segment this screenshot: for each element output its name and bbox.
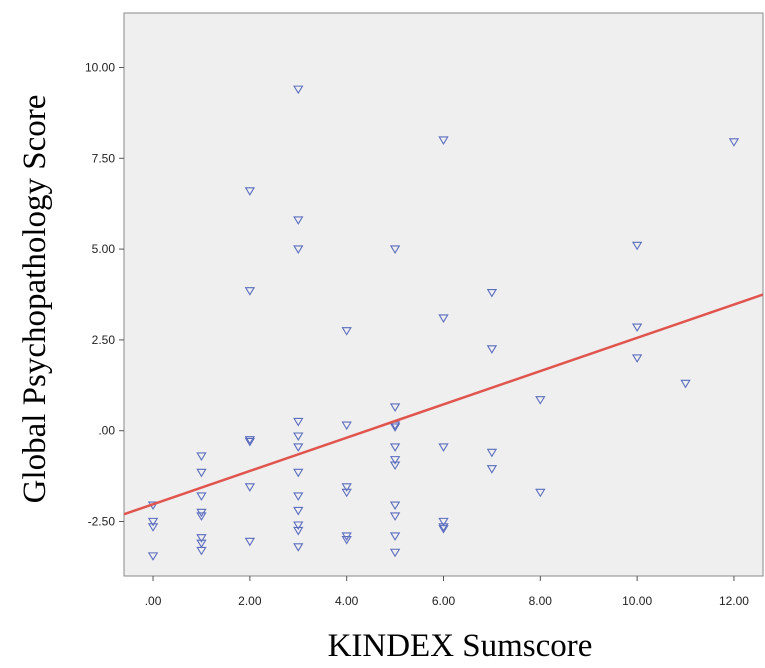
data-point — [147, 517, 159, 527]
data-point — [486, 288, 498, 298]
data-point — [389, 532, 401, 541]
data-point — [244, 187, 256, 196]
y-axis: -2.50 .00 2.50 5.00 7.50 10.00 — [85, 60, 124, 529]
data-point — [196, 546, 207, 556]
data-point — [341, 421, 352, 431]
data-point — [341, 535, 352, 545]
data-point — [293, 526, 304, 536]
data-point — [631, 354, 643, 363]
data-point — [389, 548, 401, 558]
data-point — [438, 523, 449, 532]
y-tick-label: -2.50 — [88, 515, 116, 529]
data-point — [438, 314, 449, 323]
data-point — [389, 245, 401, 254]
y-tick-label: 7.50 — [92, 151, 116, 165]
data-point — [341, 488, 352, 498]
data-point — [244, 537, 256, 547]
x-tick-label: 6.00 — [432, 594, 456, 608]
data-point — [535, 488, 546, 498]
data-point — [389, 501, 401, 511]
x-tick-label: .00 — [145, 594, 162, 608]
data-point — [293, 543, 304, 552]
data-point — [389, 443, 401, 452]
data-point — [341, 327, 352, 336]
data-point — [293, 417, 304, 427]
x-tick-label: 2.00 — [238, 594, 262, 608]
data-point — [196, 468, 207, 478]
data-point — [196, 512, 207, 521]
x-axis-title: KINDEX Sumscore — [328, 628, 593, 664]
data-point — [244, 436, 256, 445]
data-point — [293, 216, 304, 225]
x-tick-label: 8.00 — [529, 594, 553, 608]
data-point — [293, 432, 304, 441]
data-point — [535, 396, 546, 405]
data-point — [389, 423, 401, 432]
data-point — [631, 241, 643, 251]
data-point — [196, 492, 207, 501]
data-point — [438, 443, 449, 452]
data-point — [147, 523, 159, 532]
data-point — [244, 437, 256, 447]
data-point — [389, 456, 401, 465]
y-tick-label: .00 — [98, 424, 115, 438]
y-axis-title: Global Psychopathology Score — [17, 95, 53, 504]
data-point — [389, 461, 401, 471]
y-tick-label: 10.00 — [85, 60, 115, 74]
fit-line — [123, 293, 764, 516]
data-point — [196, 534, 207, 543]
data-point — [196, 452, 207, 461]
data-point — [293, 506, 304, 516]
data-point — [631, 323, 643, 333]
y-tick-label: 5.00 — [92, 242, 116, 256]
data-point — [293, 443, 304, 452]
data-point — [486, 448, 498, 458]
data-point — [196, 539, 207, 549]
x-tick-label: 4.00 — [335, 594, 359, 608]
data-point — [389, 403, 401, 412]
data-point — [438, 517, 449, 527]
data-point — [341, 483, 352, 492]
data-point — [438, 136, 449, 145]
plot-area — [123, 12, 764, 577]
data-point — [438, 525, 449, 534]
y-tick-label: 2.50 — [92, 333, 116, 347]
data-point — [680, 379, 691, 389]
data-point — [389, 512, 401, 521]
data-point — [293, 521, 304, 530]
data-point — [293, 492, 304, 501]
data-point — [293, 245, 304, 254]
data-point — [293, 85, 304, 95]
data-point — [728, 138, 740, 147]
data-point — [486, 345, 498, 354]
x-axis: .00 2.00 4.00 6.00 8.00 10.00 12.00 — [145, 576, 749, 608]
data-point — [147, 552, 159, 561]
data-point — [486, 465, 498, 474]
x-tick-label: 10.00 — [622, 594, 652, 608]
data-point — [244, 287, 256, 296]
data-point — [293, 468, 304, 478]
data-point — [244, 483, 256, 492]
x-tick-label: 12.00 — [719, 594, 749, 608]
